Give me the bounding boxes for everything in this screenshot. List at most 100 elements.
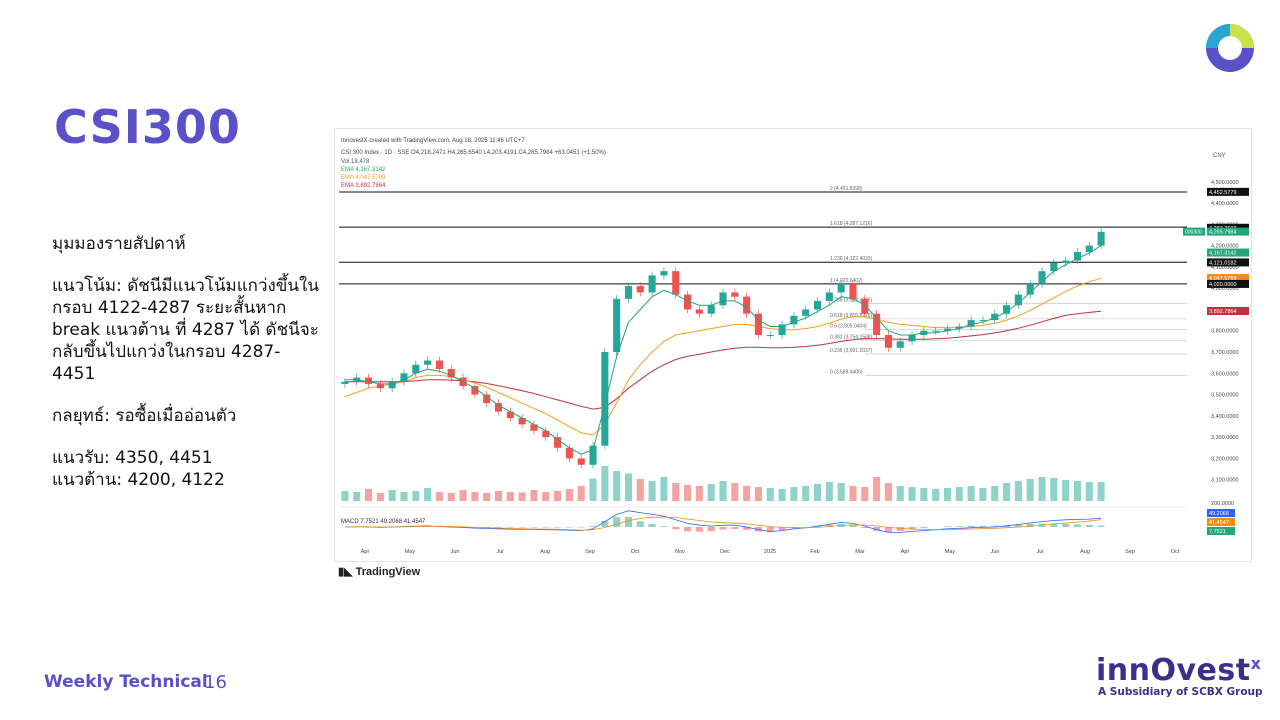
price-tag-4: 4,121.0182 bbox=[1209, 260, 1237, 266]
tradingview-chart[interactable]: InnovestX created with TradingView.com, … bbox=[334, 128, 1252, 562]
x-tick-label-2: Jun bbox=[451, 549, 460, 555]
symbol-tag-bg bbox=[1183, 227, 1205, 236]
price-tag-6: 4,020.0000 bbox=[1209, 282, 1237, 288]
volume-bar-47 bbox=[896, 486, 904, 501]
macd-hist-14 bbox=[506, 527, 514, 528]
candle-body-22 bbox=[601, 352, 609, 446]
macd-hist-25 bbox=[636, 521, 644, 527]
candle-body-26 bbox=[648, 275, 656, 293]
volume-bar-6 bbox=[412, 491, 420, 501]
candle-body-57 bbox=[1014, 294, 1022, 306]
fib-label-4: 0.786 (3,928.1836) bbox=[830, 297, 873, 303]
innovestx-subtitle: A Subsidiary of SCBX Group bbox=[1098, 686, 1263, 698]
macd-hist-53 bbox=[967, 525, 975, 527]
candle-body-48 bbox=[908, 335, 916, 342]
volume-bar-20 bbox=[577, 486, 585, 501]
volume-bar-52 bbox=[955, 487, 963, 501]
macd-signal-line bbox=[344, 516, 1102, 531]
volume-bar-9 bbox=[447, 493, 455, 501]
macd-hist-32 bbox=[719, 527, 727, 530]
macd-hist-28 bbox=[672, 527, 680, 530]
price-tag-bg-6 bbox=[1207, 279, 1249, 288]
candle-body-6 bbox=[412, 364, 420, 374]
volume-bar-46 bbox=[884, 483, 892, 501]
volume-bar-49 bbox=[920, 488, 928, 501]
macd-hist-54 bbox=[979, 525, 987, 527]
volume-bar-12 bbox=[483, 493, 491, 501]
macd-hist-51 bbox=[943, 526, 952, 527]
x-tick-label-10: Feb bbox=[810, 549, 819, 555]
macd-hist-16 bbox=[530, 527, 538, 528]
volume-bar-30 bbox=[695, 486, 703, 501]
candle-body-35 bbox=[754, 313, 762, 335]
candle-body-29 bbox=[684, 294, 692, 310]
macd-tag-bg-2 bbox=[1207, 527, 1235, 535]
macd-hist-34 bbox=[743, 527, 751, 531]
macd-tag-1: 41.4547 bbox=[1209, 520, 1229, 526]
candle-body-46 bbox=[884, 335, 892, 348]
candle-body-53 bbox=[967, 320, 975, 327]
analysis-notes: มุมมองรายสัปดาห์ แนวโน้ม: ดัชนีมีแนวโน้ม… bbox=[52, 233, 322, 511]
indicator-ema-fast: EMA 4,167.3142 bbox=[341, 167, 386, 173]
volume-bar-22 bbox=[601, 466, 609, 501]
innovestx-wordmark: innOvestx bbox=[1096, 653, 1261, 688]
candle-body-34 bbox=[743, 296, 751, 314]
volume-bar-33 bbox=[731, 483, 739, 501]
volume-bar-56 bbox=[1003, 483, 1011, 501]
price-tag-bg-2 bbox=[1207, 227, 1249, 236]
candle-body-19 bbox=[565, 447, 573, 459]
volume-bar-39 bbox=[802, 486, 810, 501]
volume-bar-45 bbox=[873, 477, 881, 501]
y-tick-label-3: 4,200.0000 bbox=[1211, 244, 1239, 250]
candle-body-15 bbox=[518, 418, 526, 425]
volume-bar-64 bbox=[1097, 482, 1105, 501]
candle-body-2 bbox=[364, 377, 373, 384]
tradingview-logo: ▮◣ TradingView bbox=[338, 565, 420, 578]
fib-label-6: 0.5 (3,805.0404) bbox=[830, 324, 867, 330]
volume-bar-27 bbox=[660, 477, 668, 501]
candle-body-31 bbox=[707, 305, 715, 314]
volume-bar-24 bbox=[624, 473, 633, 501]
volume-bar-41 bbox=[825, 482, 833, 501]
x-tick-label-9: 2025 bbox=[764, 549, 776, 555]
x-tick-label-4: Aug bbox=[540, 549, 550, 555]
candle-body-14 bbox=[506, 411, 514, 418]
candle-body-18 bbox=[554, 437, 562, 448]
candle-body-23 bbox=[613, 298, 621, 353]
macd-hist-31 bbox=[707, 527, 715, 532]
volume-bar-26 bbox=[648, 481, 656, 501]
macd-hist-23 bbox=[613, 517, 621, 527]
chart-header: InnovestX created with TradingView.com, … bbox=[341, 138, 525, 144]
x-tick-label-13: May bbox=[945, 549, 956, 555]
fib-label-1: 1.618 (4,287.1216) bbox=[830, 221, 873, 227]
macd-hist-21 bbox=[589, 526, 597, 527]
ema-slow-line bbox=[344, 310, 1102, 410]
candle-body-63 bbox=[1085, 245, 1093, 252]
macd-hist-44 bbox=[861, 527, 869, 529]
volume-bar-25 bbox=[636, 479, 644, 501]
candle-body-7 bbox=[424, 360, 432, 365]
candle-body-8 bbox=[435, 360, 443, 370]
candle-body-56 bbox=[1003, 305, 1011, 314]
x-tick-label-6: Oct bbox=[631, 549, 640, 555]
symbol-line: CSI 300 Index · 1D · SSE O4,218.2471 H4,… bbox=[341, 150, 606, 156]
candle-body-20 bbox=[577, 458, 585, 465]
macd-hist-13 bbox=[494, 527, 503, 528]
volume-bar-19 bbox=[565, 489, 573, 501]
x-tick-label-15: Jul bbox=[1036, 549, 1043, 555]
candle-body-28 bbox=[672, 271, 680, 295]
macd-hist-52 bbox=[955, 526, 963, 527]
x-tick-label-18: Oct bbox=[1171, 549, 1180, 555]
volume-bar-61 bbox=[1062, 480, 1070, 501]
fib-label-0: 2 (4,451.8398) bbox=[830, 186, 863, 192]
candle-body-13 bbox=[494, 403, 503, 412]
slide-title: CSI300 bbox=[54, 100, 241, 154]
candle-body-5 bbox=[400, 373, 408, 382]
candle-body-43 bbox=[849, 283, 857, 299]
candle-body-30 bbox=[695, 309, 703, 314]
volume-bar-60 bbox=[1050, 478, 1058, 501]
price-tag-bg-3 bbox=[1207, 248, 1249, 257]
x-tick-label-12: Apr bbox=[901, 549, 910, 555]
macd-hist-60 bbox=[1050, 523, 1058, 527]
macd-hist-64 bbox=[1097, 525, 1105, 527]
